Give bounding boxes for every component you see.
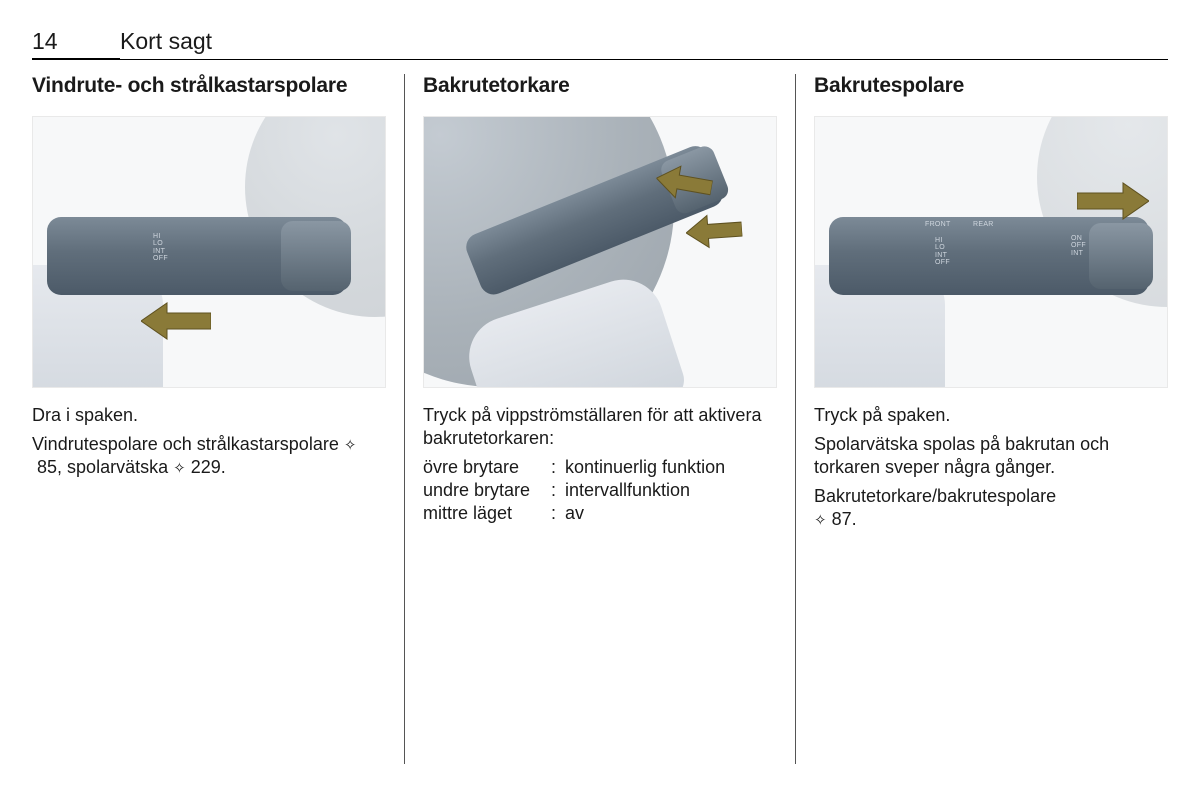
def-row: undre brytare : intervallfunktion bbox=[423, 479, 777, 502]
col1-p1: Dra i spaken. bbox=[32, 404, 386, 427]
col2-title: Bakrutetorkare bbox=[423, 74, 777, 98]
page-header: 14 Kort sagt bbox=[32, 28, 1168, 60]
column-3: Bakrutespolare FRONT REAR HI LO INT OFF … bbox=[796, 74, 1168, 774]
col3-title: Bakrutespolare bbox=[814, 74, 1168, 98]
page-number: 14 bbox=[32, 28, 120, 60]
col1-p2: Vindrutespolare och strålkastarspolare ✧… bbox=[32, 433, 386, 479]
col3-p1: Tryck på spaken. bbox=[814, 404, 1168, 427]
col1-title: Vindrute- och strålkastarspolare bbox=[32, 74, 386, 98]
content-columns: Vindrute- och strålkastarspolare HI LO I… bbox=[32, 74, 1168, 774]
ref-arrow-icon: ✧ bbox=[814, 511, 827, 530]
col3-p3: Bakrutetorkare/bakrutespolare ✧ 87. bbox=[814, 485, 1168, 531]
col2-p1: Tryck på vippströmställaren för att akti… bbox=[423, 404, 777, 450]
col3-p2: Spolarvätska spolas på bakrutan och tork… bbox=[814, 433, 1168, 479]
col3-figure: FRONT REAR HI LO INT OFF ON OFF INT bbox=[814, 116, 1168, 388]
col1-figure: HI LO INT OFF bbox=[32, 116, 386, 388]
ref-arrow-icon: ✧ bbox=[173, 459, 186, 478]
column-2: Bakrutetorkare Tryck på vippströmställar… bbox=[405, 74, 795, 774]
col2-figure bbox=[423, 116, 777, 388]
arrow-rocker-bottom-icon bbox=[685, 211, 743, 251]
column-1: Vindrute- och strålkastarspolare HI LO I… bbox=[32, 74, 404, 774]
def-row: mittre läget : av bbox=[423, 502, 777, 525]
arrow-pull-icon bbox=[141, 299, 211, 343]
def-row: övre brytare : kontinuerlig funktion bbox=[423, 456, 777, 479]
arrow-push-icon bbox=[1077, 179, 1149, 223]
chapter-title: Kort sagt bbox=[120, 28, 212, 55]
ref-arrow-icon: ✧ bbox=[344, 436, 357, 455]
col2-def-list: övre brytare : kontinuerlig funktion und… bbox=[423, 456, 777, 525]
